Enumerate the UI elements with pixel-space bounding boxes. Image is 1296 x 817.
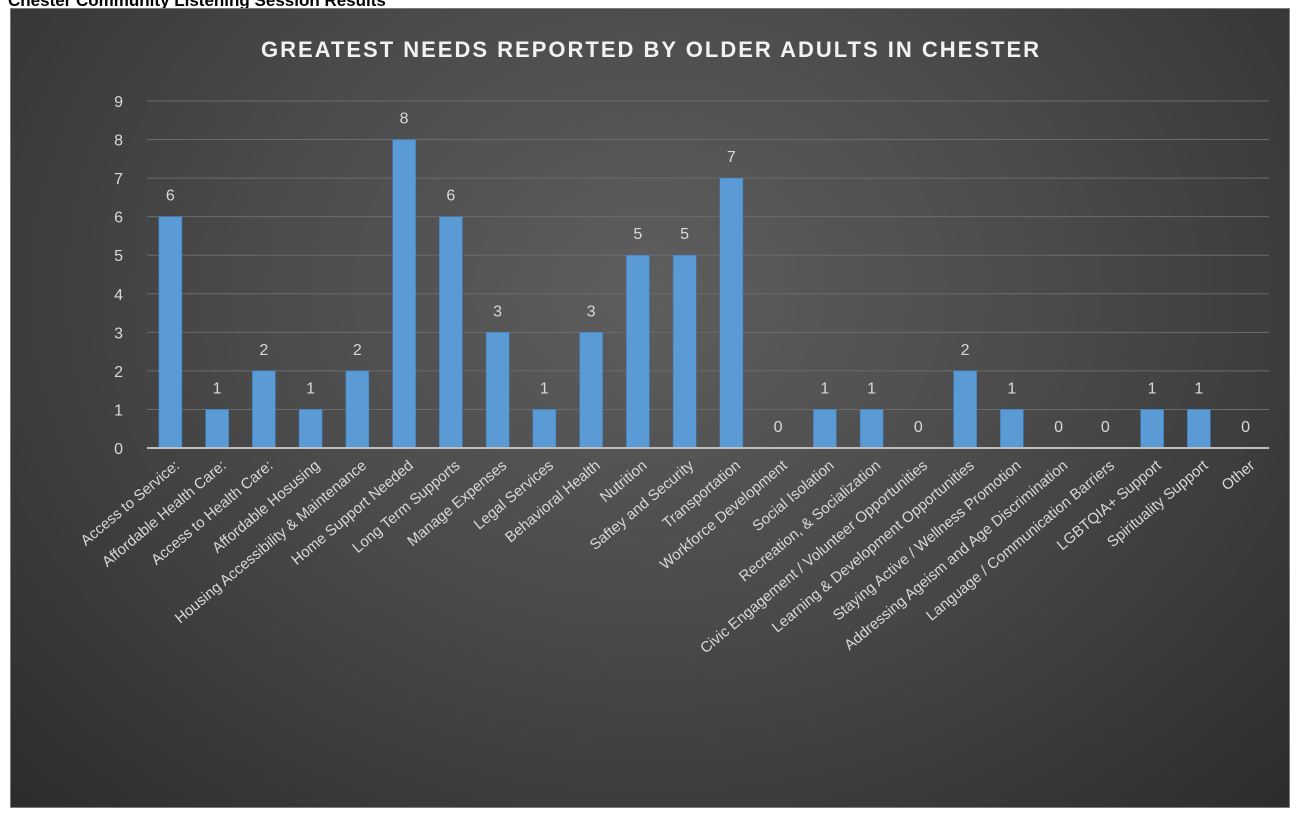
bar xyxy=(953,370,977,449)
bar xyxy=(626,254,650,449)
chart-title: GREATEST NEEDS REPORTED BY OLDER ADULTS … xyxy=(261,37,1041,62)
data-label: 1 xyxy=(820,380,829,397)
bar xyxy=(205,409,229,449)
data-label: 1 xyxy=(1007,380,1016,397)
y-tick-label: 4 xyxy=(114,287,123,304)
bar xyxy=(532,409,557,449)
y-tick-label: 1 xyxy=(114,402,123,419)
data-label: 5 xyxy=(680,226,689,243)
bar xyxy=(1187,409,1211,449)
data-label: 2 xyxy=(961,342,970,359)
y-tick-label: 6 xyxy=(114,210,123,227)
data-label: 1 xyxy=(1194,380,1203,397)
data-label: 1 xyxy=(540,380,549,397)
data-label: 2 xyxy=(259,342,268,359)
bar xyxy=(813,409,837,449)
y-tick-label: 8 xyxy=(114,133,123,150)
data-label: 1 xyxy=(867,380,876,397)
y-tick-label: 0 xyxy=(114,441,123,458)
data-label: 0 xyxy=(1101,419,1110,436)
y-tick-label: 7 xyxy=(114,171,123,188)
bar xyxy=(485,332,510,449)
y-tick-label: 2 xyxy=(114,364,123,381)
x-category-label: Other xyxy=(1219,457,1259,494)
data-label: 7 xyxy=(727,149,736,166)
bar-chart: GREATEST NEEDS REPORTED BY OLDER ADULTS … xyxy=(77,37,1269,657)
y-tick-label: 5 xyxy=(114,248,123,265)
bar xyxy=(1140,409,1164,449)
data-label: 0 xyxy=(1054,419,1063,436)
bar xyxy=(298,409,323,449)
bar xyxy=(672,254,697,449)
data-label: 3 xyxy=(587,303,596,320)
bar xyxy=(719,177,744,449)
data-label: 2 xyxy=(353,342,362,359)
data-label: 0 xyxy=(1241,419,1250,436)
bar xyxy=(345,370,370,449)
bar xyxy=(392,139,416,449)
data-label: 6 xyxy=(166,188,175,205)
bar xyxy=(252,370,276,449)
bar xyxy=(1000,409,1024,449)
bar xyxy=(439,216,463,449)
data-label: 1 xyxy=(306,380,315,397)
data-label: 8 xyxy=(400,111,409,128)
bar xyxy=(158,216,183,449)
data-label: 6 xyxy=(446,188,455,205)
data-label: 0 xyxy=(914,419,923,436)
bar xyxy=(859,409,884,449)
data-label: 3 xyxy=(493,303,502,320)
y-tick-label: 3 xyxy=(114,325,123,342)
x-category-label: Legal Services xyxy=(471,457,557,533)
bar xyxy=(579,332,603,449)
chart-caption: Chester Community Listening Session Resu… xyxy=(8,0,386,10)
data-label: 0 xyxy=(774,419,783,436)
y-tick-label: 9 xyxy=(114,94,123,111)
chart-area: GREATEST NEEDS REPORTED BY OLDER ADULTS … xyxy=(10,8,1290,808)
data-label: 1 xyxy=(213,380,222,397)
data-label: 5 xyxy=(633,226,642,243)
data-label: 1 xyxy=(1148,380,1157,397)
